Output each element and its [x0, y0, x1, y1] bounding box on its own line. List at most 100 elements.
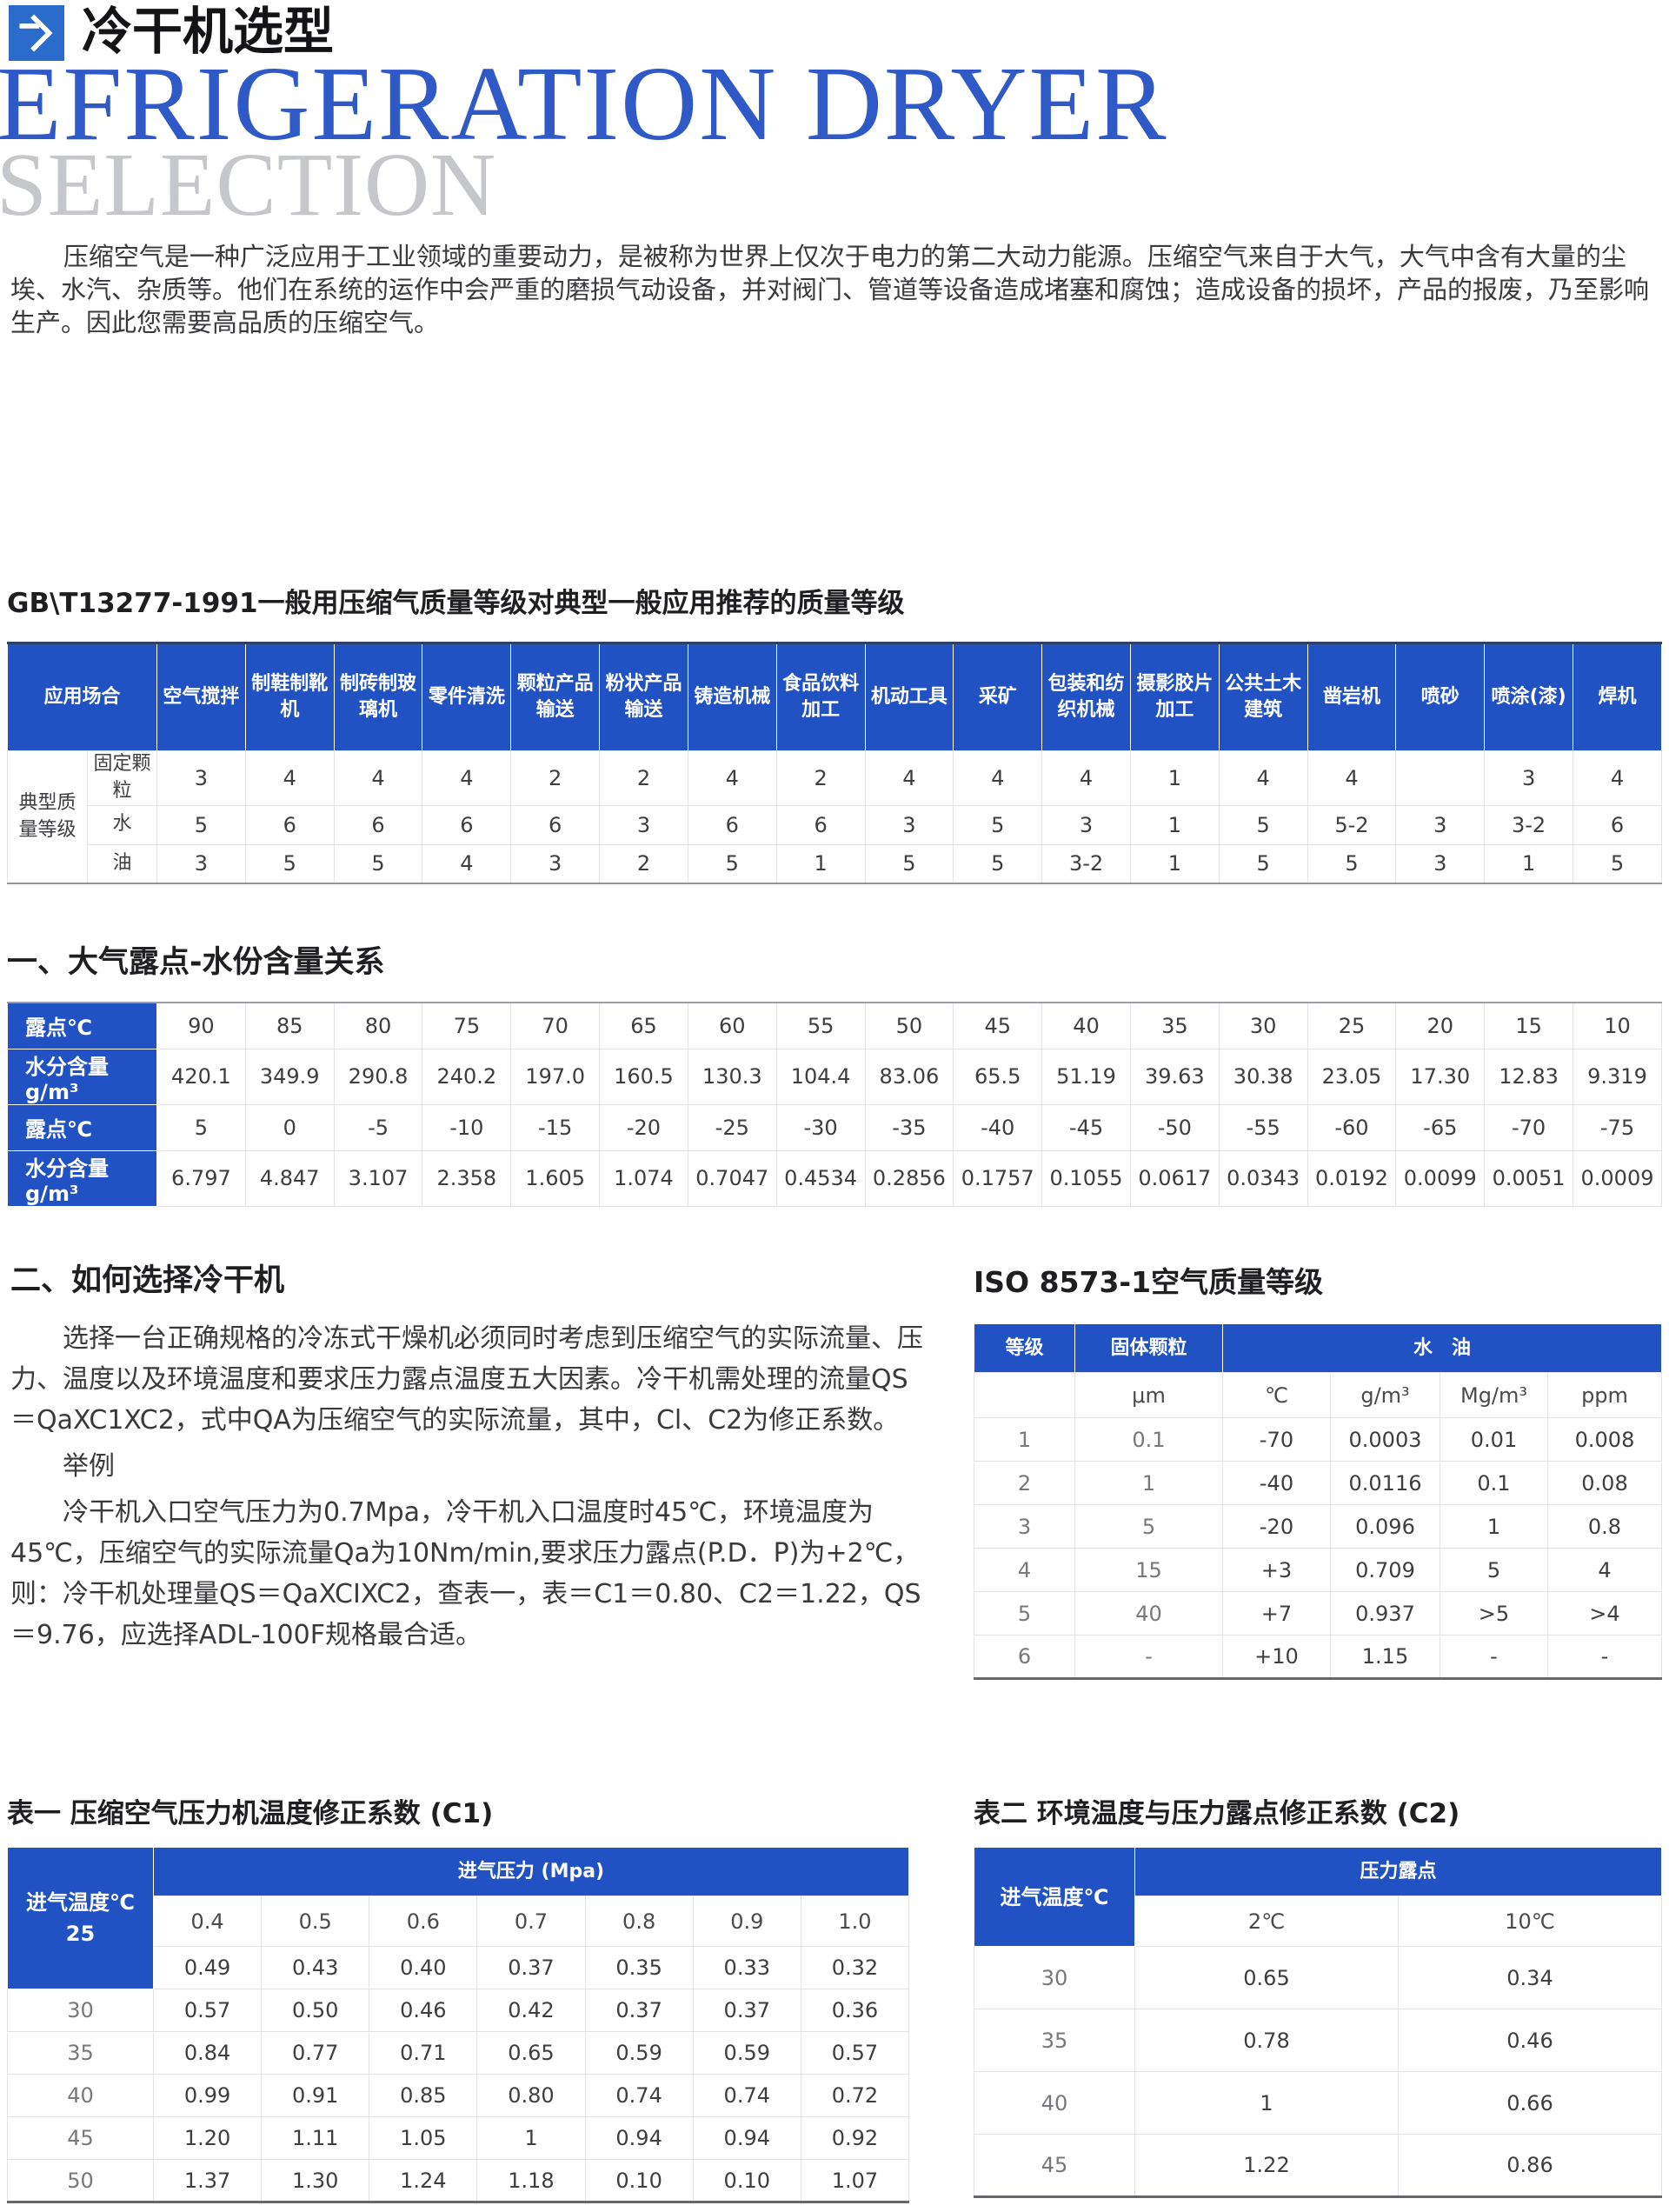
table-cell: 0.1 — [1074, 1417, 1223, 1462]
table-cell: 130.3 — [687, 1048, 777, 1105]
table-cell: 1.22 — [1134, 2134, 1399, 2197]
table-cell: 喷涂(漆) — [1484, 643, 1574, 751]
table-cell: 包装和纺织机械 — [1041, 643, 1131, 751]
table-cell: 10℃ — [1398, 1896, 1662, 1947]
table-cell: 3 — [1395, 843, 1486, 884]
table-cell: Mg/m³ — [1440, 1372, 1548, 1418]
table-cell: 等级 — [974, 1323, 1075, 1373]
table-cell: 40 — [974, 2071, 1135, 2135]
table-cell: -20 — [599, 1103, 688, 1151]
table-cell: 35 — [1129, 1002, 1220, 1049]
table-cell: 55 — [775, 1002, 866, 1049]
table-cell: -50 — [1129, 1103, 1220, 1151]
table-cell: 1 — [476, 2116, 586, 2160]
table-cell: 0.35 — [584, 1946, 694, 1989]
table-cell: -15 — [510, 1103, 601, 1151]
table-cell: 1 — [1129, 750, 1220, 806]
table-cell: 30.38 — [1218, 1048, 1308, 1105]
table-cell: 1.18 — [476, 2159, 586, 2202]
table-cell: 机动工具 — [864, 643, 954, 751]
table-cell: 40 — [1041, 1002, 1131, 1049]
table-cell: 0.66 — [1398, 2071, 1662, 2135]
table-cell: 9.319 — [1573, 1048, 1662, 1105]
table-cell: 6 — [974, 1635, 1075, 1679]
table-cell: 0.33 — [692, 1946, 801, 1989]
table-cell: 进气压力 (Mpa) — [153, 1847, 909, 1896]
table-cell: 1.15 — [1330, 1635, 1440, 1679]
table-cell: 5 — [687, 843, 777, 884]
table-cell: 50 — [864, 1002, 954, 1049]
table-cell: 45 — [7, 2116, 154, 2160]
table-cell: 3 — [974, 1504, 1075, 1549]
table-cell: - — [1074, 1635, 1223, 1679]
table-cell: 5 — [1573, 843, 1662, 884]
table-cell: 水分含量g/m³ — [7, 1048, 157, 1105]
table-cell: 典型质量等级 — [7, 750, 88, 884]
table-cell: 0.99 — [152, 2074, 263, 2117]
table-cell: 水 — [86, 804, 158, 845]
table-cell: 10 — [1573, 1002, 1662, 1049]
table-cell: 5 — [953, 804, 1043, 845]
table-cell: 5 — [1074, 1504, 1223, 1549]
table-cell: 6 — [1573, 804, 1662, 845]
table-cell: -65 — [1395, 1103, 1486, 1151]
table-cell: 0.0343 — [1218, 1149, 1308, 1207]
section2-title: 二、如何选择冷干机 — [10, 1263, 285, 1298]
table-cell: 197.0 — [510, 1048, 601, 1105]
table-cell: 60 — [687, 1002, 777, 1049]
table-cell: 空气搅拌 — [156, 643, 246, 751]
table-cell: 0.37 — [476, 1946, 586, 1989]
table-cell: 0.0099 — [1395, 1149, 1486, 1207]
table-cell: 0.36 — [800, 1989, 910, 2032]
table-cell: 4 — [974, 1548, 1075, 1592]
table-cell: 4 — [687, 750, 777, 806]
table-cell: -10 — [422, 1103, 512, 1151]
table-cell: 0.8 — [584, 1896, 694, 1947]
table-cell: 4 — [1307, 750, 1397, 806]
c2-correction-table: 进气温度℃ 压力露点 2℃ 10℃ 30 0.65 0.34 35 0.78 0.46 40 1 0.6… — [974, 1847, 1662, 2198]
table-cell: -40 — [1222, 1461, 1331, 1505]
table-cell: 水分含量g/m³ — [7, 1149, 157, 1207]
table-cell: 2℃ — [1134, 1896, 1399, 1947]
table-cell: 30 — [1218, 1002, 1308, 1049]
table-cell: ppm — [1547, 1372, 1662, 1418]
table-cell: 51.19 — [1041, 1048, 1131, 1105]
table-cell: 1.24 — [369, 2159, 478, 2202]
table-cell: 食品饮料加工 — [775, 643, 866, 751]
table-cell: 公共土木建筑 — [1218, 643, 1308, 751]
table-cell: 2 — [510, 750, 601, 806]
table-cell: >5 — [1440, 1591, 1548, 1636]
table-cell: -20 — [1222, 1504, 1331, 1549]
table-cell: 零件清洗 — [422, 643, 512, 751]
table-cell: 0.65 — [476, 2031, 586, 2075]
table-cell: 0.94 — [692, 2116, 801, 2160]
table-cell: -5 — [333, 1103, 423, 1151]
table-cell: -30 — [775, 1103, 866, 1151]
table-cell: - — [1547, 1635, 1662, 1679]
table-cell: 1.05 — [369, 2116, 478, 2160]
table-cell: 6 — [244, 804, 335, 845]
table-cell: 4 — [333, 750, 423, 806]
table-cell: 0.10 — [584, 2159, 694, 2202]
table-cell: 露点℃ — [7, 1002, 157, 1049]
table-cell: 4 — [953, 750, 1043, 806]
table-cell: 0.77 — [261, 2031, 370, 2075]
table-cell: 焊机 — [1573, 643, 1662, 751]
table-cell: -55 — [1218, 1103, 1308, 1151]
table-cell: 0.937 — [1330, 1591, 1440, 1636]
table-cell: 摄影胶片加工 — [1129, 643, 1220, 751]
table-cell: 0.4534 — [775, 1149, 866, 1207]
table-cell: +10 — [1222, 1635, 1331, 1679]
table-cell — [974, 1372, 1075, 1418]
table-cell: 1.0 — [800, 1896, 910, 1947]
table-cell: 固体颗粒 — [1074, 1323, 1223, 1373]
table-cell: 3 — [599, 804, 688, 845]
table-cell: 4.847 — [244, 1149, 335, 1207]
table-cell: 39.63 — [1129, 1048, 1220, 1105]
table-cell: 0.94 — [584, 2116, 694, 2160]
table-cell: 3 — [1041, 804, 1131, 845]
table-cell: 采矿 — [953, 643, 1043, 751]
example-paragraph: 冷干机入口空气压力为0.7Mpa，冷干机入口温度时45℃，环境温度为45℃，压缩… — [10, 1497, 921, 1650]
table-cell: 50 — [7, 2159, 154, 2202]
table-cell: -45 — [1041, 1103, 1131, 1151]
